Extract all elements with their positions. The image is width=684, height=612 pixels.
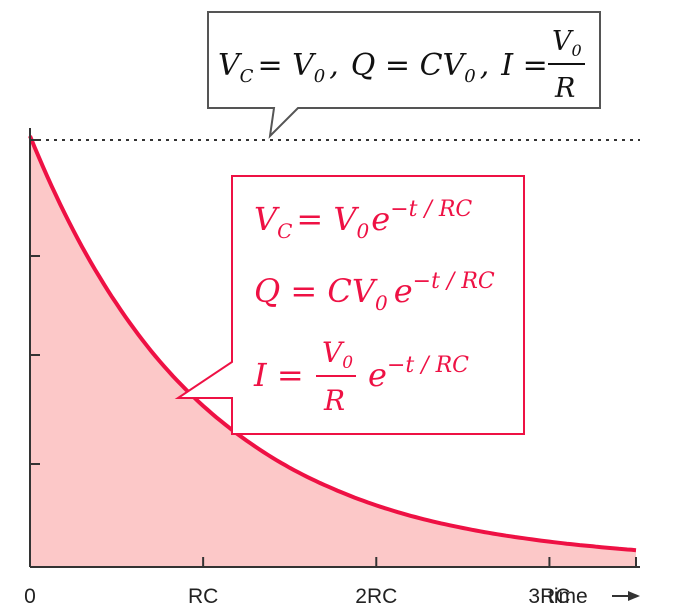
top-frac-den: R [554,73,575,104]
x-tick-label: 0 [24,585,36,608]
red-formula-i: I = [253,356,304,394]
decay-curve [28,135,637,553]
top-callout: VC = V0, Q = CV0, I = V0 R [207,11,601,139]
top-callout-formula: VC = V0, Q = CV0, I = [218,48,548,87]
x-tick-label: 3RC [528,585,570,608]
red-formula-vc: VC = V0e−t / RC [254,197,472,243]
red-formula-i-exp: e−t / RC [368,353,469,394]
red-frac-num: V0 [322,336,353,373]
x-tick-label: 2RC [355,585,397,608]
x-axis-arrow-icon [628,591,640,601]
x-ticks: 0 RC 2RC 3RC [24,557,637,608]
area-fill [30,136,636,567]
red-callout: VC = V0e−t / RC Q = CV0 e−t / RC I = V0 R … [174,175,525,435]
y-ticks [30,139,40,465]
red-frac-den: R [323,384,345,417]
x-axis-label: time [548,585,588,608]
red-callout-box [174,175,525,435]
top-frac-num: V0 [552,26,582,60]
x-tick-label: RC [188,585,218,608]
red-formula-q: Q = CV0 e−t / RC [254,269,495,315]
top-callout-box [207,11,601,139]
